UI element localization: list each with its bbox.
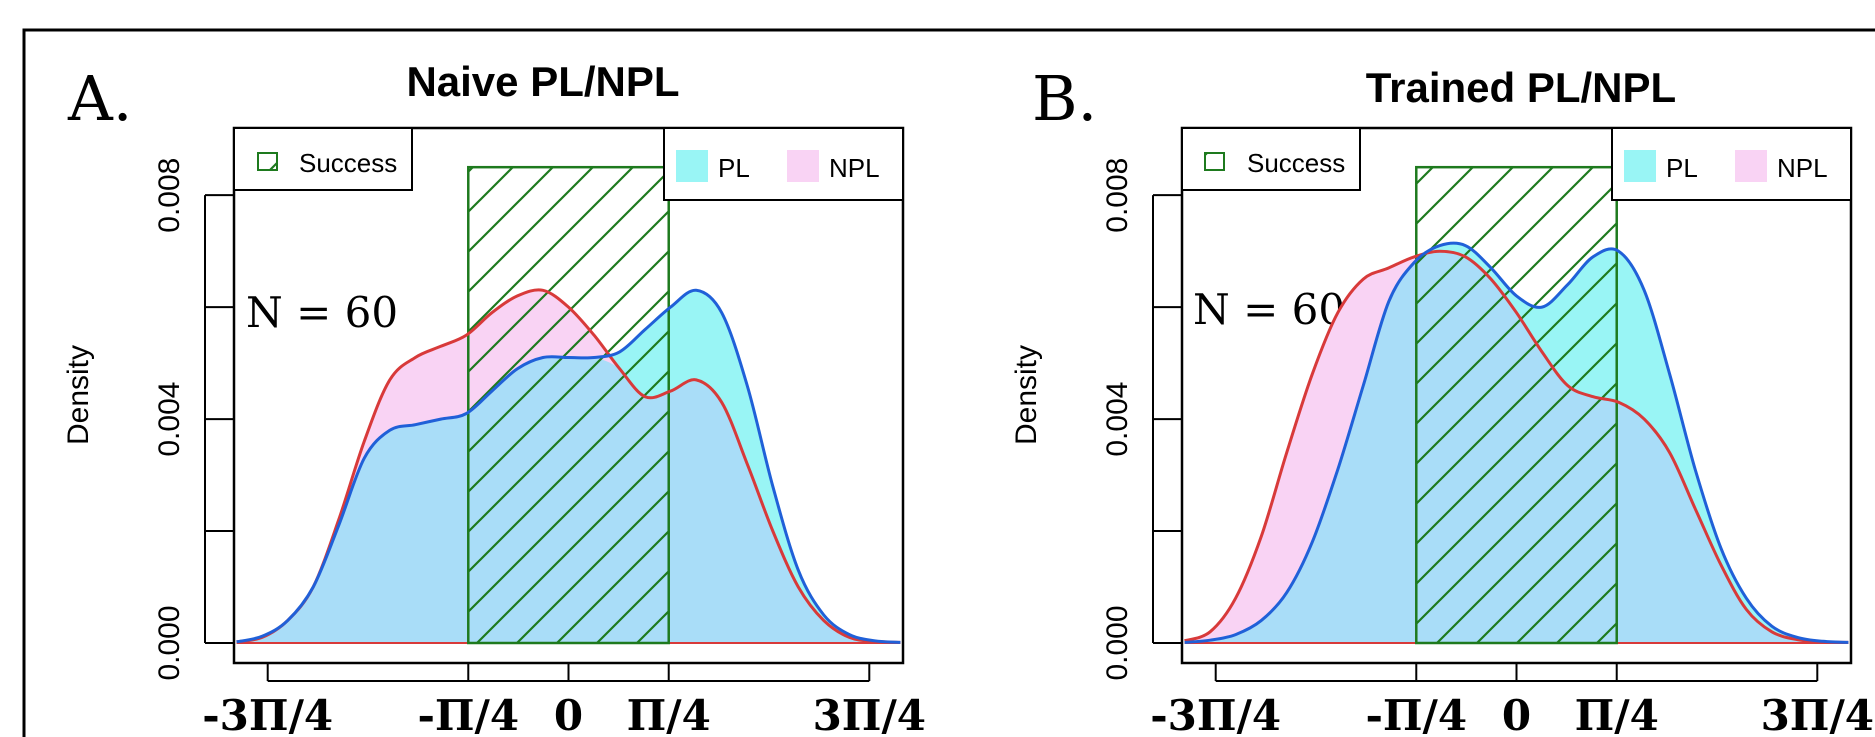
x-tick-label: 0 [554,691,583,737]
success-legend-swatch [1204,152,1225,171]
npl-legend-swatch [787,150,819,182]
panel-a: A. Naive PL/NPL Density N = 60 0.0000.00… [62,58,926,737]
y-tick-label: 0.004 [153,382,186,457]
outer-frame [22,28,1875,737]
y-tick-label: 0.000 [153,605,186,680]
panel-b: B. Trained PL/NPL Density N = 60 0.0000.… [1010,62,1874,737]
x-tick-label: 0 [1502,691,1531,737]
pl-legend-label: PL [718,153,750,183]
success-legend-label: Success [1247,148,1345,178]
panel-letter: B. [1032,62,1097,135]
success-region [1415,165,1618,645]
y-tick-label: 0.000 [1101,605,1134,680]
x-tick-label: -3Π/4 [1150,691,1281,737]
y-tick-label: 0.008 [153,158,186,233]
npl-density-line [1184,249,1849,644]
plot-area [236,165,901,645]
y-axis-label: Density [1010,345,1043,445]
y-axis-label: Density [62,345,95,445]
npl-legend-label: NPL [829,153,880,183]
pl-legend-swatch [1624,150,1656,182]
legend-groups: PL NPL [1611,127,1852,201]
x-tick-label: -3Π/4 [202,691,333,737]
x-tick-label: 3Π/4 [813,691,926,737]
legend-success: Success [233,127,413,191]
axes: 0.000 0.004 0.008 -3Π/4 -Π/4 0 Π/4 3Π/4 [1101,126,1874,737]
success-legend-label: Success [299,148,397,178]
pl-legend-swatch [676,150,708,182]
axes: 0.000 0.004 0.008 -3Π/4 -Π/4 0 Π/4 3Π/4 [153,126,926,737]
n-annotation: N = 60 [1193,285,1345,334]
npl-legend-label: NPL [1777,153,1828,183]
x-tick-label: Π/4 [627,691,711,737]
npl-legend-swatch [1735,150,1767,182]
chart-title: Naive PL/NPL [406,58,679,105]
legend-success: Success [1181,127,1361,191]
pl-legend-label: PL [1666,153,1698,183]
success-region [467,165,670,645]
y-tick-label: 0.008 [1101,158,1134,233]
npl-density-line [236,288,901,644]
pl-density-line [236,288,901,644]
chart-title: Trained PL/NPL [1366,64,1676,111]
plot-area [1184,165,1849,645]
x-tick-label: -Π/4 [417,691,519,737]
x-tick-label: -Π/4 [1365,691,1467,737]
pl-density-line [1184,241,1849,644]
y-tick-label: 0.004 [1101,382,1134,457]
panel-letter: A. [67,62,132,135]
n-annotation: N = 60 [246,288,398,337]
x-tick-label: Π/4 [1575,691,1659,737]
x-tick-label: 3Π/4 [1761,691,1874,737]
success-legend-swatch [257,152,278,171]
legend-groups: PL NPL [663,127,904,201]
